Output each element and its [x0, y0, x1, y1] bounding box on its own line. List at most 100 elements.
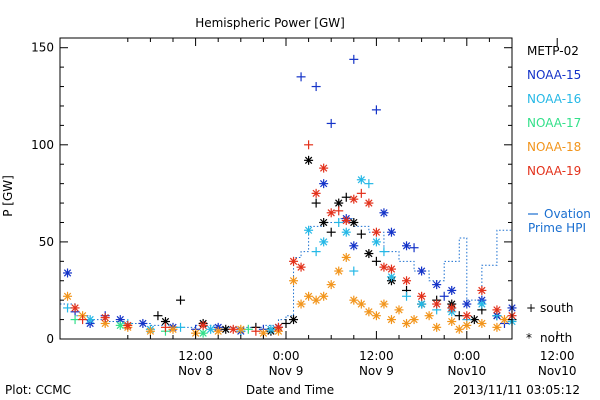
south-point	[371, 256, 381, 266]
north-point	[379, 208, 389, 218]
north-point	[447, 285, 457, 295]
north-point	[319, 237, 329, 247]
y-axis-label: P [GW]	[1, 175, 15, 217]
legend-entry: NOAA-15	[527, 68, 581, 82]
north-point	[402, 318, 412, 328]
south-point	[356, 229, 366, 239]
north-point	[499, 315, 509, 325]
north-point	[447, 303, 457, 313]
north-point	[319, 179, 329, 189]
north-point	[402, 241, 412, 251]
north-point	[462, 311, 472, 321]
x-tick-label-time: 12:00	[540, 349, 575, 363]
footer-credit: Plot: CCMC	[5, 383, 71, 397]
model-legend-line2: Prime HPI	[528, 221, 586, 235]
north-point	[371, 311, 381, 321]
north-point	[319, 217, 329, 227]
north-point	[349, 295, 359, 305]
north-point	[386, 227, 396, 237]
north-point	[296, 299, 306, 309]
north-point	[123, 320, 133, 330]
north-symbol: *	[526, 331, 532, 345]
legend: METP-02 NOAA-15 NOAA-16 NOAA-17 NOAA-18 NOAA-…	[527, 44, 581, 178]
north-point	[356, 299, 366, 309]
north-point	[371, 227, 381, 237]
north-point	[447, 317, 457, 327]
north-point	[311, 295, 321, 305]
north-point	[341, 227, 351, 237]
north-point	[417, 299, 427, 309]
north-point	[417, 291, 427, 301]
north-point	[371, 237, 381, 247]
north-point	[349, 217, 359, 227]
north-point	[454, 324, 464, 334]
north-point	[386, 272, 396, 282]
north-point	[304, 225, 314, 235]
north-point	[228, 324, 238, 334]
north-point	[326, 208, 336, 218]
south-point	[78, 315, 88, 325]
x-tick-label-time: 0:00	[273, 349, 300, 363]
south-point	[349, 54, 359, 64]
south-point	[70, 315, 80, 325]
north-point	[341, 252, 351, 262]
north-point	[319, 291, 329, 301]
south-point	[176, 322, 186, 332]
north-point	[402, 276, 412, 286]
south-point	[439, 291, 449, 301]
x-tick-label-date: Nov 9	[359, 364, 394, 378]
legend-entry: NOAA-19	[527, 164, 581, 178]
south-point	[379, 247, 389, 257]
north-point	[341, 216, 351, 226]
south-point	[356, 188, 366, 198]
north-point	[63, 268, 73, 278]
x-tick-label-date: Nov10	[447, 364, 486, 378]
hemisphere-legend: + south * north	[526, 301, 574, 345]
north-point	[386, 315, 396, 325]
south-point	[454, 311, 464, 321]
north-point	[477, 318, 487, 328]
north-point	[469, 315, 479, 325]
north-point	[311, 188, 321, 198]
south-point	[311, 198, 321, 208]
north-point	[462, 299, 472, 309]
south-point	[371, 105, 381, 115]
north-point	[296, 262, 306, 272]
south-point	[63, 303, 73, 313]
south-label: south	[540, 301, 574, 315]
north-point	[492, 305, 502, 315]
footer-timestamp: 2013/11/11 03:05:12	[453, 383, 580, 397]
north-point	[477, 285, 487, 295]
north-point	[100, 313, 110, 323]
y-tick-label: 150	[31, 41, 54, 55]
north-point	[492, 322, 502, 332]
south-point	[334, 217, 344, 227]
ovation-model-line	[60, 218, 513, 328]
north-point	[349, 194, 359, 204]
south-point	[341, 192, 351, 202]
north-point	[432, 322, 442, 332]
south-point	[364, 179, 374, 189]
north-point	[334, 266, 344, 276]
north-point	[138, 318, 148, 328]
south-point	[281, 318, 291, 328]
x-tick-label-date: Nov 9	[269, 364, 304, 378]
south-point	[176, 295, 186, 305]
y-tick-label: 100	[31, 138, 54, 152]
north-point	[198, 320, 208, 330]
north-point	[364, 198, 374, 208]
north-point	[326, 280, 336, 290]
north-point	[432, 280, 442, 290]
north-point	[356, 175, 366, 185]
south-point	[243, 324, 253, 334]
model-legend-line1: Ovation	[544, 207, 591, 221]
north-point	[409, 315, 419, 325]
north-point	[379, 262, 389, 272]
north-point	[273, 322, 283, 332]
north-point	[221, 324, 231, 334]
legend-entry: NOAA-18	[527, 140, 581, 154]
north-label: north	[540, 331, 572, 345]
x-tick-label-date: Nov10	[538, 364, 577, 378]
x-tick-label-date: Nov 8	[178, 364, 213, 378]
